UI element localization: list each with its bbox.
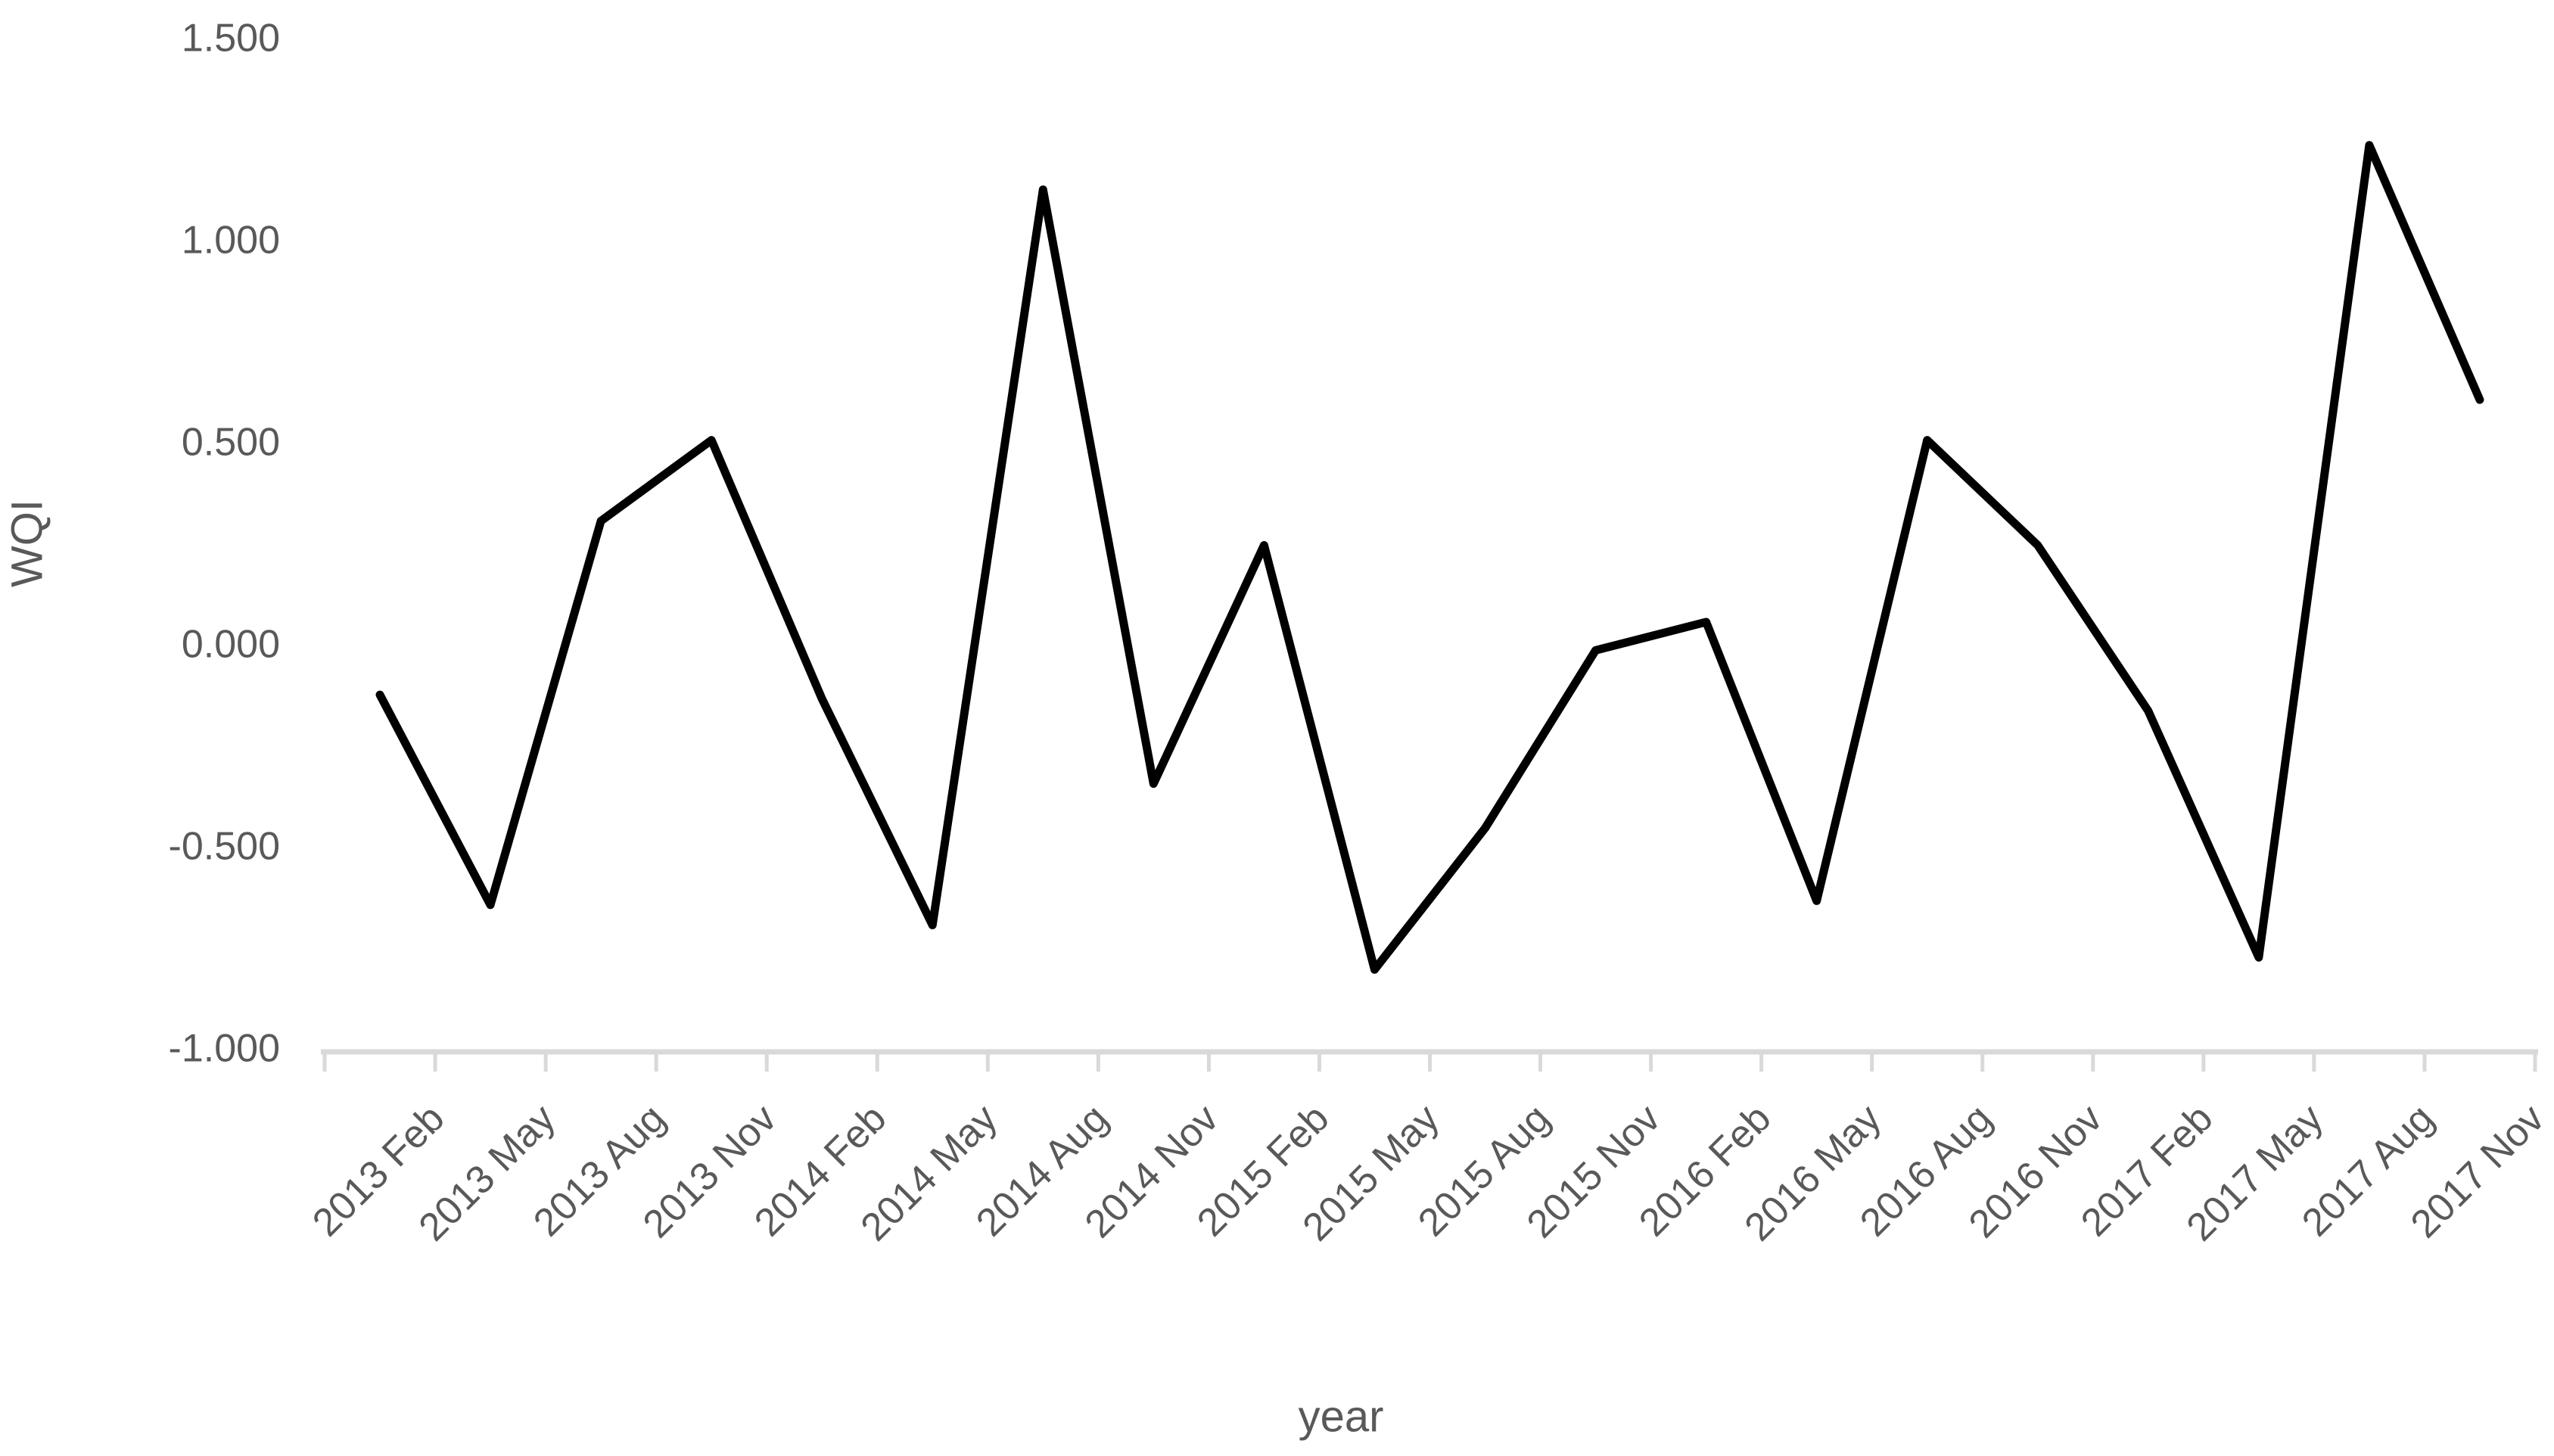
y-tick-label: -1.000 [168, 1026, 280, 1071]
y-tick-label: 1.000 [181, 218, 280, 263]
y-axis-title: WQI [2, 499, 52, 587]
y-tick-label: 1.500 [181, 16, 280, 61]
y-tick-label: 0.500 [181, 420, 280, 465]
y-tick-label: 0.000 [181, 622, 280, 667]
x-axis-title: year [1298, 1392, 1384, 1442]
y-tick-label: -0.500 [168, 824, 280, 869]
wqi-series-line [375, 141, 2484, 974]
